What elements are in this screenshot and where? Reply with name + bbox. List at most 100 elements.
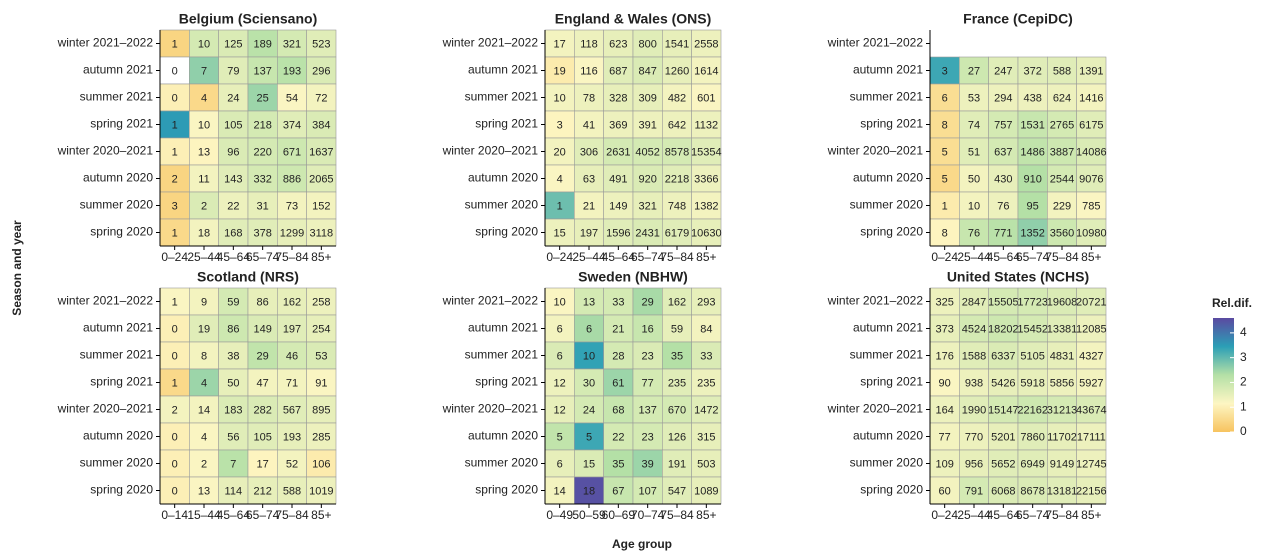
heatmap-cell: [544, 449, 575, 478]
cell-label: 1: [942, 200, 948, 212]
heatmap-cell: [218, 341, 249, 370]
heatmap-cell: [1076, 449, 1107, 478]
cell-label: 197: [283, 323, 301, 335]
x-tick-label: 75–84: [275, 250, 309, 264]
heatmap-cell: [929, 164, 960, 193]
cell-label: 306: [580, 146, 598, 158]
cell-label: 125: [224, 38, 242, 50]
cell-label: 106: [312, 458, 330, 470]
cell-label: 5: [557, 431, 563, 443]
cell-label: 2: [172, 404, 178, 416]
heatmap-cell: [1076, 164, 1107, 193]
heatmap-cell: [544, 368, 575, 397]
heatmap-cell: [632, 395, 663, 424]
x-tick-label: 45–64: [217, 250, 251, 264]
cell-label: 218: [253, 119, 271, 131]
cell-label: 601: [697, 92, 715, 104]
cell-label: 2544: [1050, 173, 1074, 185]
cell-label: 50: [968, 173, 980, 185]
cell-label: 149: [253, 323, 271, 335]
cell-label: 52: [286, 458, 298, 470]
cell-label: 254: [312, 323, 330, 335]
cell-label: 14086: [1076, 146, 1107, 158]
cell-label: 76: [968, 227, 980, 239]
cell-label: 183: [224, 404, 242, 416]
cell-label: 79: [227, 65, 239, 77]
heatmap-cell: [603, 314, 634, 343]
y-tick-label: spring 2020: [475, 225, 538, 239]
cell-label: 757: [994, 119, 1012, 131]
heatmap-cell: [247, 83, 278, 112]
cell-label: 41: [583, 119, 595, 131]
cell-label: 294: [994, 92, 1012, 104]
heatmap-cell: [1047, 56, 1077, 85]
heatmap-cell: [632, 422, 663, 451]
cell-label: 2847: [962, 296, 986, 308]
cell-label: 197: [580, 227, 598, 239]
heatmap-cell: [218, 137, 249, 166]
heatmap-cell: [1076, 191, 1107, 220]
heatmap-cell: [959, 341, 989, 370]
heatmap-cell: [603, 83, 634, 112]
panel-title: Sweden (NBHW): [578, 269, 688, 285]
cell-label: 16: [642, 323, 654, 335]
cell-label: 2431: [635, 227, 659, 239]
cell-label: 523: [312, 38, 330, 50]
heatmap-cell: [247, 476, 278, 505]
heatmap-cell: [662, 137, 692, 166]
cell-label: 309: [638, 92, 656, 104]
heatmap-cell: [691, 110, 722, 139]
y-tick-label: summer 2020: [465, 456, 539, 470]
cell-label: 3: [942, 65, 948, 77]
heatmap-cell: [1076, 218, 1107, 247]
cell-label: 321: [283, 38, 301, 50]
cell-label: 588: [1053, 65, 1071, 77]
heatmap-cell: [988, 314, 1019, 343]
x-tick-label: 50–59: [572, 508, 606, 522]
cell-label: 282: [253, 404, 271, 416]
cell-label: 56: [227, 431, 239, 443]
cell-label: 27: [968, 65, 980, 77]
cell-label: 567: [283, 404, 301, 416]
cell-label: 770: [965, 431, 983, 443]
cell-label: 391: [638, 119, 656, 131]
heatmap-cell: [988, 395, 1019, 424]
heatmap-cell: [218, 218, 249, 247]
x-tick-label: 25–44: [572, 250, 606, 264]
x-tick-label: 65–74: [631, 250, 665, 264]
cell-label: 15505: [988, 296, 1019, 308]
heatmap-cell: [632, 476, 663, 505]
cell-label: 19608: [1047, 296, 1078, 308]
cell-label: 1990: [962, 404, 986, 416]
cell-label: 8: [201, 350, 207, 362]
heatmap-cell: [544, 83, 575, 112]
heatmap-cell: [306, 83, 337, 112]
cell-label: 8678: [1020, 485, 1044, 497]
cell-label: 1531: [1020, 119, 1044, 131]
cell-label: 4: [557, 173, 563, 185]
x-tick-label: 85+: [696, 508, 716, 522]
cell-label: 73: [286, 200, 298, 212]
cell-label: 137: [253, 65, 271, 77]
cell-label: 10: [554, 296, 566, 308]
y-tick-label: winter 2020–2021: [442, 144, 539, 158]
heatmap-cell: [603, 476, 634, 505]
cell-label: 1541: [665, 38, 689, 50]
cell-label: 7: [230, 458, 236, 470]
heatmap-cell: [159, 449, 190, 478]
heatmap-cell: [1076, 137, 1107, 166]
heatmap-cell: [959, 449, 989, 478]
y-tick-label: autumn 2021: [468, 321, 538, 335]
cell-label: 7: [201, 65, 207, 77]
cell-label: 11702: [1047, 431, 1077, 443]
heatmap-cell: [218, 191, 249, 220]
heatmap-cell: [277, 341, 307, 370]
cell-label: 1352: [1020, 227, 1044, 239]
panel-title: France (CepiDC): [963, 11, 1073, 27]
cell-label: 325: [935, 296, 953, 308]
cell-label: 229: [1053, 200, 1071, 212]
heatmap-cell: [306, 314, 337, 343]
cell-label: 38: [227, 350, 239, 362]
heatmap-cell: [1076, 83, 1107, 112]
